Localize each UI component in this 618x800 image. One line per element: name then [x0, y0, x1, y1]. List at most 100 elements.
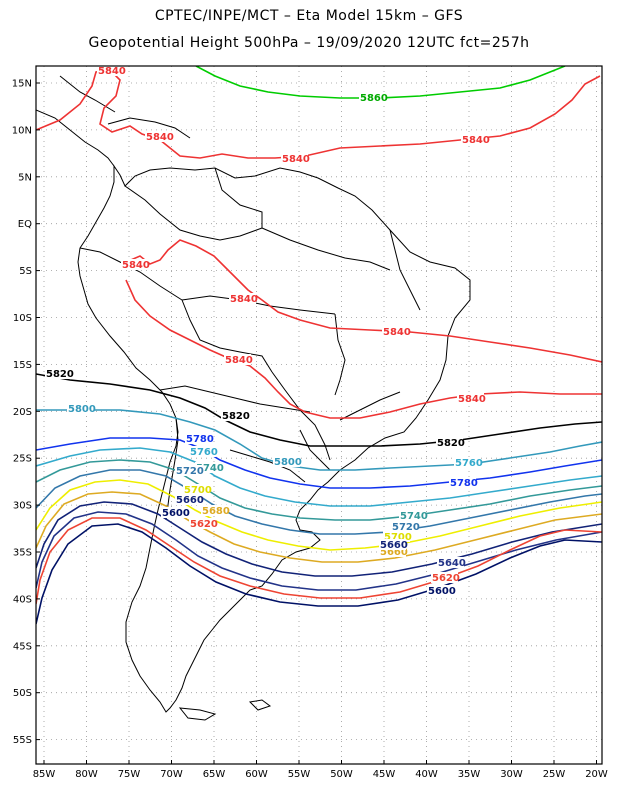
lon-label: 50W: [330, 769, 353, 780]
contour-label: 5820: [222, 411, 250, 422]
lat-label: 10N: [12, 125, 32, 136]
lon-label: 65W: [203, 769, 226, 780]
lon-label: 80W: [75, 769, 98, 780]
contour-label-bg: [67, 403, 94, 414]
coastlines: [36, 75, 471, 721]
lon-label: 40W: [415, 769, 438, 780]
contour-label-bg: [454, 457, 481, 468]
contour-label-bg: [391, 521, 418, 532]
contour-5600: [36, 523, 602, 625]
lat-label: 45S: [13, 641, 32, 652]
contour-label: 5660: [380, 547, 408, 558]
contour-label: 5760: [455, 458, 483, 469]
lon-label: 25W: [543, 769, 566, 780]
lat-label: 15S: [13, 360, 32, 371]
contour-label: 5820: [46, 369, 74, 380]
contour-label: 5620: [190, 519, 218, 530]
contour-label: 5840: [98, 66, 126, 77]
contour-label-bg: [185, 433, 212, 444]
contour-label-bg: [229, 293, 256, 304]
contour-label-bg: [281, 153, 308, 164]
contour-5660: [36, 501, 602, 577]
contour-label-bg: [195, 462, 222, 473]
contour-label: 5700: [384, 532, 412, 543]
contour-label: 5840: [146, 132, 174, 143]
lat-label: 10S: [13, 313, 32, 324]
contour-label-bg: [45, 368, 72, 379]
map-title: CPTEC/INPE/MCT – Eta Model 15km – GFS: [154, 8, 464, 24]
contour-5760: [36, 447, 602, 507]
contour-5840-central: [125, 279, 602, 419]
contour-label: 5860: [360, 93, 388, 104]
lat-label: 15N: [12, 79, 32, 90]
contour-label-bg: [457, 393, 484, 404]
contour-5700: [36, 479, 602, 551]
contour-label: 5800: [274, 457, 302, 468]
lat-label: 5S: [19, 266, 32, 277]
contour-label: 5780: [450, 478, 478, 489]
contour-label-bg: [97, 65, 124, 76]
lon-label: 75W: [118, 769, 141, 780]
contour-label: 5700: [184, 485, 212, 496]
contour-5740: [36, 459, 602, 521]
contour-label: 5680: [202, 506, 230, 517]
contour-label-bg: [224, 354, 251, 365]
contour-label-bg: [379, 546, 406, 557]
contour-5840-south: [125, 239, 602, 363]
lat-label: 25S: [13, 454, 32, 465]
lon-label: 70W: [160, 769, 183, 780]
contour-label: 5780: [186, 434, 214, 445]
lat-label: 35S: [13, 548, 32, 559]
contour-5800: [36, 409, 602, 471]
lat-label: EQ: [18, 219, 32, 230]
contour-label-bg: [379, 539, 406, 550]
contour-label: 5620: [432, 573, 460, 584]
contour-label: 5740: [400, 511, 428, 522]
contour-label-bg: [161, 507, 188, 518]
contour-label: 5720: [176, 466, 204, 477]
contour-label-bg: [427, 585, 454, 596]
lat-label: 40S: [13, 594, 32, 605]
contour-label: 5840: [462, 135, 490, 146]
longitude-labels: 85W 80W 75W 70W 65W 60W 55W 50W 45W 40W 35W 30W 25W 2…: [33, 760, 608, 780]
contour-label-bg: [201, 505, 228, 516]
contour-label-bg: [382, 326, 409, 337]
contour-label-bg: [436, 437, 463, 448]
contour-lines: [36, 66, 602, 625]
contour-label-bg: [121, 259, 148, 270]
contour-label-bg: [273, 456, 300, 467]
contour-label: 5740: [196, 463, 224, 474]
lon-label: 45W: [373, 769, 396, 780]
contour-label-bg: [431, 572, 458, 583]
contour-label-bg: [145, 131, 172, 142]
contour-5820: [36, 373, 602, 447]
contour-label: 5600: [162, 508, 190, 519]
contour-label-bg: [449, 477, 476, 488]
contour-label-bg: [461, 134, 488, 145]
contour-label: 5640: [438, 558, 466, 569]
contour-label: 5840: [225, 355, 253, 366]
contour-5720: [36, 469, 602, 535]
lon-label: 20W: [585, 769, 608, 780]
contour-label: 5840: [282, 154, 310, 165]
lon-label: 35W: [458, 769, 481, 780]
contour-label-bg: [399, 510, 426, 521]
contour-label: 5800: [68, 404, 96, 415]
contour-label: 5760: [190, 447, 218, 458]
lon-label: 55W: [288, 769, 311, 780]
contour-label-bg: [175, 465, 202, 476]
contour-5680: [36, 491, 602, 563]
map-frame: [35, 65, 603, 765]
contour-label: 5840: [383, 327, 411, 338]
contour-label: 5840: [230, 294, 258, 305]
contour-label: 5840: [122, 260, 150, 271]
lat-label: 20S: [13, 407, 32, 418]
contour-5620: [36, 517, 602, 605]
map-subtitle: Geopotential Height 500hPa – 19/09/2020 …: [88, 35, 530, 51]
lon-label: 60W: [245, 769, 268, 780]
contour-label-bg: [221, 410, 248, 421]
contour-label-bg: [383, 531, 410, 542]
contour-5640: [36, 511, 602, 591]
contour-label-bg: [183, 484, 210, 495]
